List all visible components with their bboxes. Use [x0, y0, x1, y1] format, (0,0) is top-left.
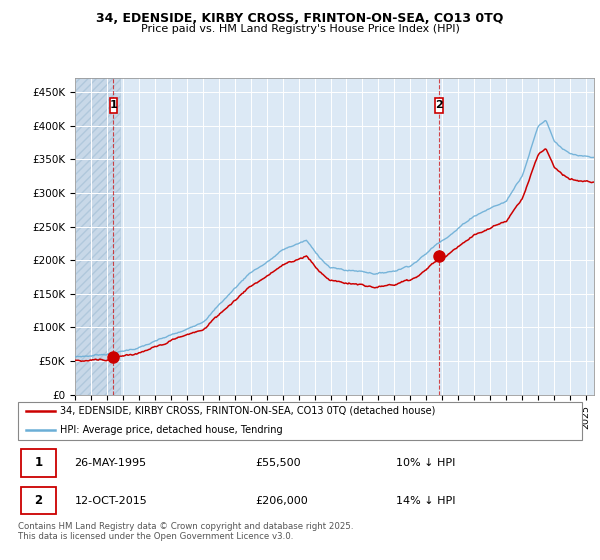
Text: 10% ↓ HPI: 10% ↓ HPI [396, 458, 455, 468]
Text: £55,500: £55,500 [255, 458, 301, 468]
Text: 34, EDENSIDE, KIRBY CROSS, FRINTON-ON-SEA, CO13 0TQ: 34, EDENSIDE, KIRBY CROSS, FRINTON-ON-SE… [97, 12, 503, 25]
Text: Price paid vs. HM Land Registry's House Price Index (HPI): Price paid vs. HM Land Registry's House … [140, 24, 460, 34]
Text: 2: 2 [34, 494, 43, 507]
Text: 1: 1 [109, 100, 117, 110]
FancyBboxPatch shape [110, 98, 117, 113]
Text: HPI: Average price, detached house, Tendring: HPI: Average price, detached house, Tend… [60, 424, 283, 435]
Text: 34, EDENSIDE, KIRBY CROSS, FRINTON-ON-SEA, CO13 0TQ (detached house): 34, EDENSIDE, KIRBY CROSS, FRINTON-ON-SE… [60, 405, 436, 416]
FancyBboxPatch shape [18, 402, 582, 440]
Text: 14% ↓ HPI: 14% ↓ HPI [396, 496, 455, 506]
Text: 26-MAY-1995: 26-MAY-1995 [74, 458, 146, 468]
FancyBboxPatch shape [21, 449, 56, 477]
Text: 1: 1 [34, 456, 43, 469]
Text: 2: 2 [435, 100, 443, 110]
Text: 12-OCT-2015: 12-OCT-2015 [74, 496, 147, 506]
FancyBboxPatch shape [21, 487, 56, 514]
Text: £206,000: £206,000 [255, 496, 308, 506]
FancyBboxPatch shape [436, 98, 443, 113]
Text: Contains HM Land Registry data © Crown copyright and database right 2025.
This d: Contains HM Land Registry data © Crown c… [18, 522, 353, 542]
